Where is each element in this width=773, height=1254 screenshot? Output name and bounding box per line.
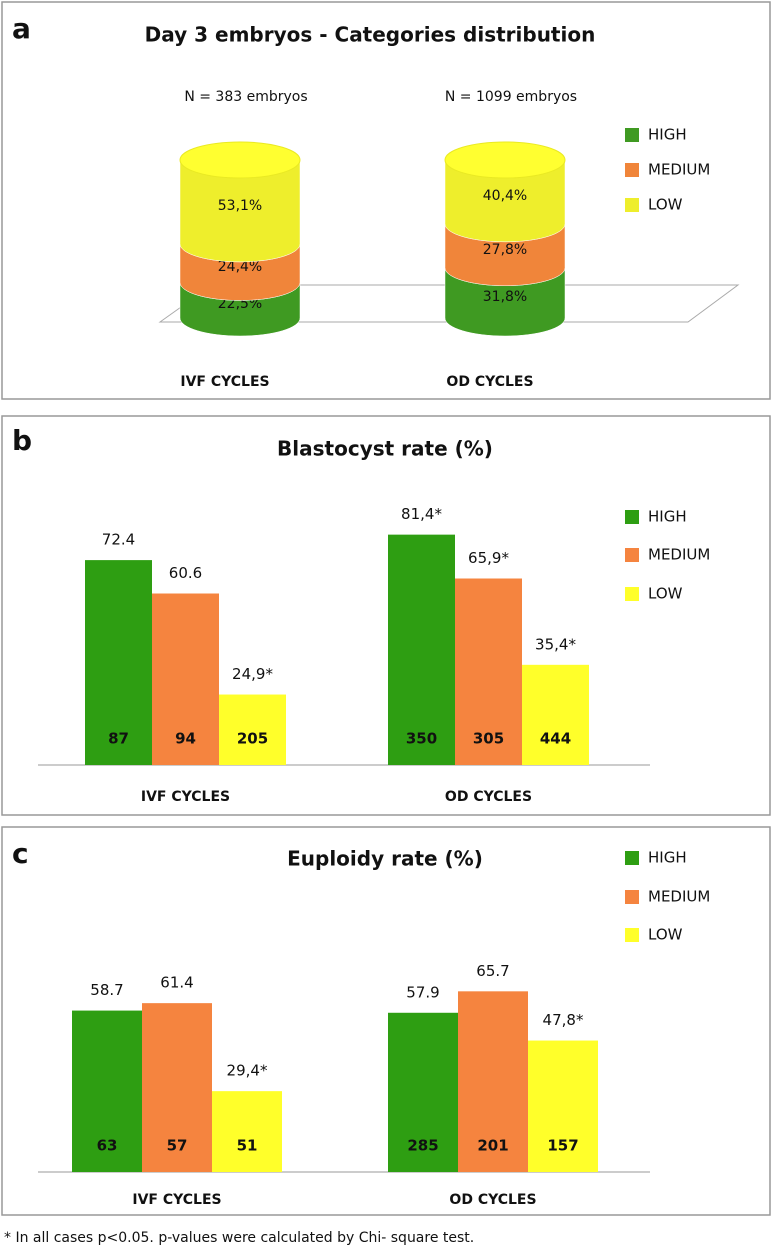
count-label: 205 — [237, 730, 268, 748]
count-label: 87 — [108, 730, 129, 748]
value-label: 57.9 — [406, 983, 439, 1001]
value-label: 65.7 — [476, 962, 509, 980]
bar — [388, 1012, 458, 1172]
legend-swatch — [625, 890, 639, 904]
legend-label: HIGH — [648, 508, 687, 526]
panel-letter: a — [12, 12, 31, 45]
x-tick-label: OD CYCLES — [446, 374, 533, 390]
count-label: 51 — [237, 1137, 258, 1155]
bar — [85, 560, 152, 765]
value-label: 35,4* — [535, 635, 576, 653]
count-label: 94 — [175, 730, 196, 748]
value-label: 24,9* — [232, 665, 273, 683]
count-label: 57 — [167, 1137, 188, 1155]
legend-label: MEDIUM — [648, 888, 710, 906]
bar — [458, 991, 528, 1172]
legend-label: MEDIUM — [648, 546, 710, 564]
cylinder-top — [444, 141, 566, 179]
value-label: 40,4% — [483, 188, 527, 204]
x-tick-label: IVF CYCLES — [141, 789, 230, 805]
count-label: 305 — [473, 730, 504, 748]
bar — [528, 1040, 598, 1172]
cylinder-top — [179, 141, 301, 179]
value-label: 31,8% — [483, 289, 527, 305]
x-tick-label: OD CYCLES — [449, 1192, 536, 1208]
panel-letter: c — [12, 837, 29, 870]
legend-label: HIGH — [648, 126, 687, 144]
x-tick-label: IVF CYCLES — [180, 374, 269, 390]
legend-label: LOW — [648, 196, 683, 214]
legend-swatch — [625, 548, 639, 562]
legend-label: HIGH — [648, 849, 687, 867]
legend-swatch — [625, 128, 639, 142]
value-label: 61.4 — [160, 974, 193, 992]
count-label: 285 — [407, 1137, 438, 1155]
bar — [212, 1091, 282, 1172]
legend-swatch — [625, 198, 639, 212]
annotation: N = 383 embryos — [184, 89, 307, 105]
bar — [522, 664, 589, 765]
chart-title: Blastocyst rate (%) — [277, 437, 493, 461]
count-label: 157 — [547, 1137, 578, 1155]
x-tick-label: IVF CYCLES — [132, 1192, 221, 1208]
panel-border — [1, 1, 771, 400]
panel-border — [1, 415, 771, 816]
count-label: 201 — [477, 1137, 508, 1155]
bar — [142, 1003, 212, 1172]
value-label: 72.4 — [102, 531, 135, 549]
bar — [152, 593, 219, 765]
count-label: 63 — [97, 1137, 118, 1155]
legend-swatch — [625, 510, 639, 524]
value-label: 53,1% — [218, 198, 262, 214]
chart-title: Euploidy rate (%) — [287, 847, 483, 871]
legend-swatch — [625, 163, 639, 177]
value-label: 58.7 — [90, 981, 123, 999]
annotation: N = 1099 embryos — [445, 89, 577, 105]
count-label: 350 — [406, 730, 437, 748]
value-label: 81,4* — [401, 505, 442, 523]
bar — [455, 578, 522, 765]
x-tick-label: OD CYCLES — [445, 789, 532, 805]
count-label: 444 — [540, 730, 571, 748]
value-label: 24,4% — [218, 259, 262, 275]
value-label: 29,4* — [227, 1062, 268, 1080]
legend-swatch — [625, 928, 639, 942]
bar — [72, 1010, 142, 1172]
chart-title: Day 3 embryos - Categories distribution — [145, 23, 596, 47]
legend-swatch — [625, 587, 639, 601]
bar — [388, 534, 455, 765]
footnote: * In all cases p<0.05. p-values were cal… — [4, 1230, 474, 1246]
value-label: 65,9* — [468, 549, 509, 567]
legend-label: LOW — [648, 926, 683, 944]
legend-label: LOW — [648, 585, 683, 603]
value-label: 60.6 — [169, 564, 202, 582]
value-label: 27,8% — [483, 242, 527, 258]
panel-border — [1, 826, 771, 1216]
bar — [219, 694, 286, 765]
legend-swatch — [625, 851, 639, 865]
value-label: 47,8* — [543, 1011, 584, 1029]
panel-letter: b — [12, 424, 32, 457]
legend-label: MEDIUM — [648, 161, 710, 179]
